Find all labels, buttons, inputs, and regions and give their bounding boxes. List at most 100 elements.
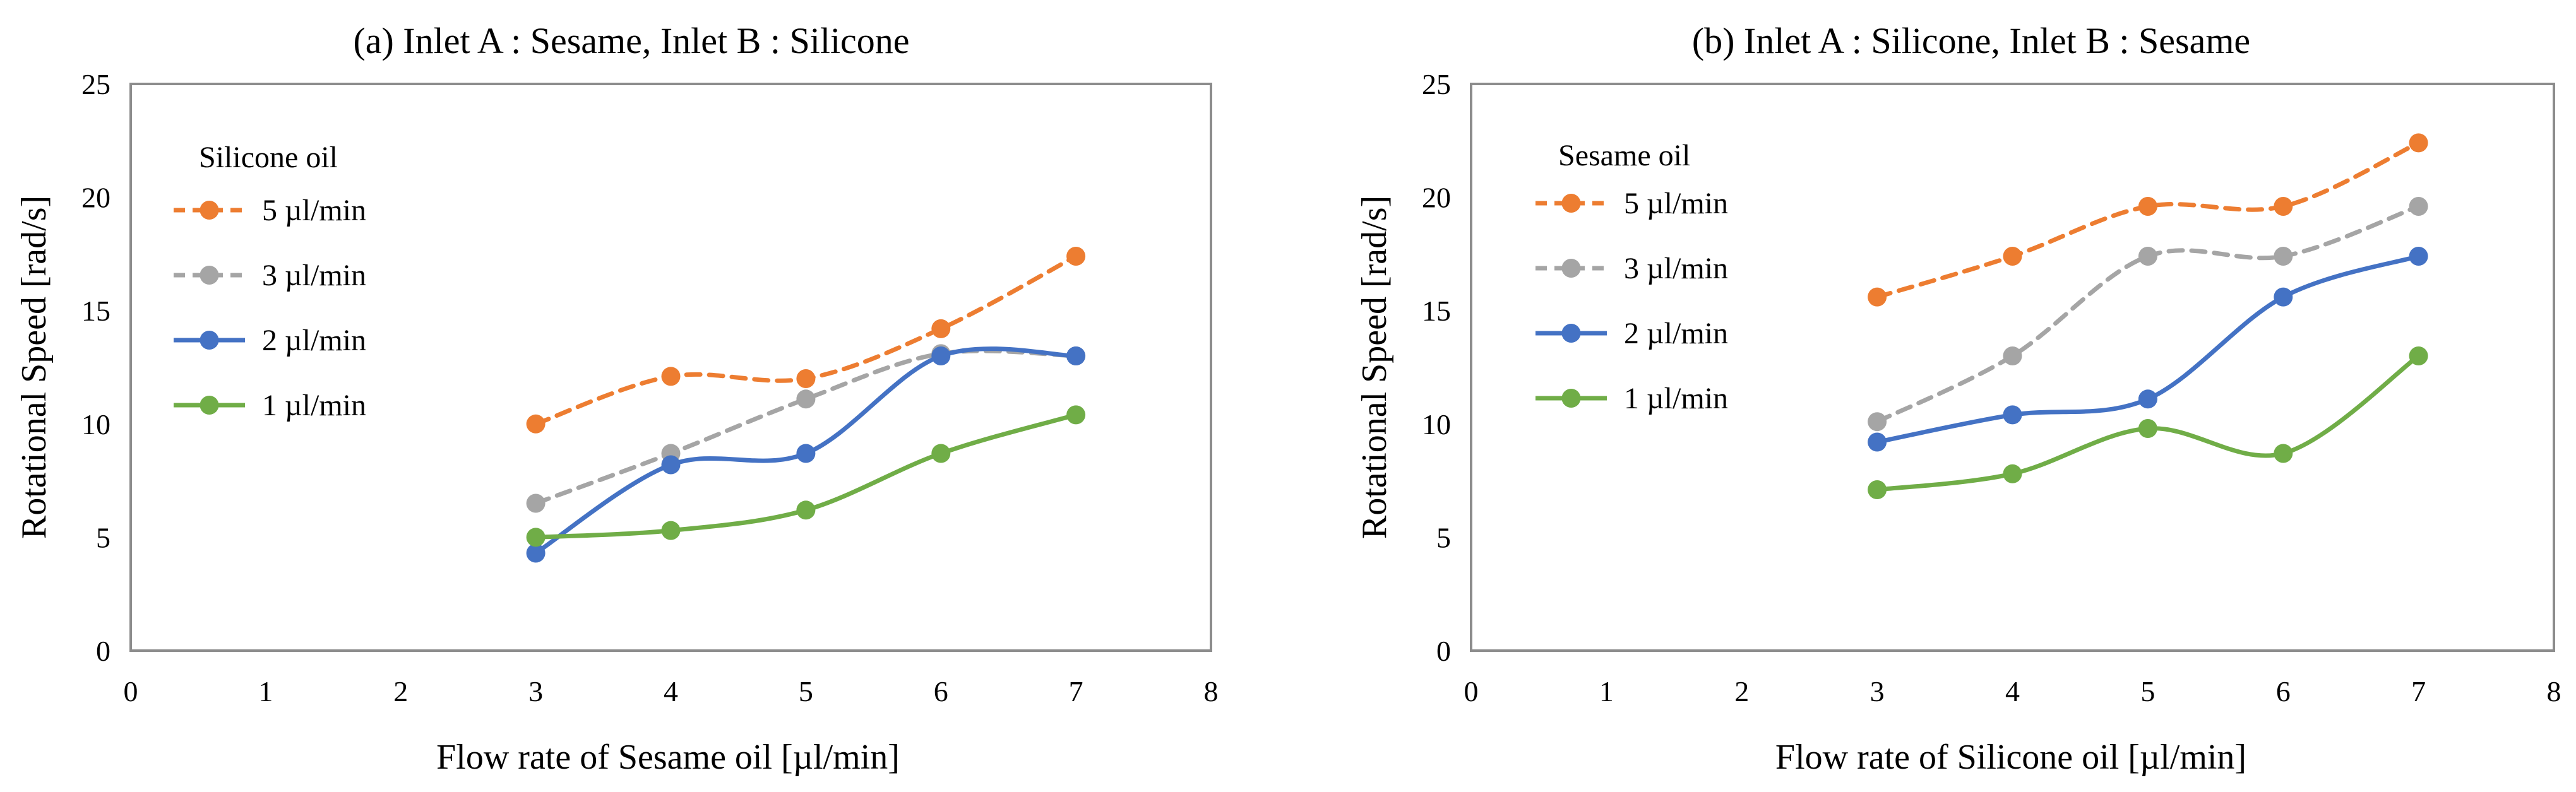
x-tick-label: 3 xyxy=(1870,675,1885,707)
data-point xyxy=(2138,389,2157,409)
y-tick-label: 15 xyxy=(81,295,110,327)
y-tick-label: 25 xyxy=(1422,68,1451,100)
data-point xyxy=(2274,287,2293,307)
data-point xyxy=(661,367,681,386)
x-axis-label: Flow rate of Sesame oil [µl/min] xyxy=(436,738,900,777)
legend-marker xyxy=(1561,324,1581,343)
x-tick-label: 6 xyxy=(2276,675,2291,707)
x-tick-label: 8 xyxy=(1204,675,1219,707)
data-point xyxy=(2409,133,2428,153)
data-point xyxy=(2274,197,2293,216)
data-point xyxy=(526,528,546,547)
legend-marker xyxy=(1561,389,1581,408)
y-tick-label: 20 xyxy=(81,182,110,214)
legend-marker xyxy=(200,396,219,415)
legend-label: 5 µl/min xyxy=(1624,187,1728,220)
y-tick-label: 5 xyxy=(96,521,110,553)
x-tick-label: 1 xyxy=(258,675,273,707)
chart-title: (b) Inlet A : Silicone, Inlet B : Sesame xyxy=(1692,20,2250,61)
legend-marker xyxy=(1561,259,1581,278)
data-point xyxy=(1868,432,1887,452)
plot-area-frame xyxy=(129,83,1212,652)
x-tick-label: 4 xyxy=(664,675,678,707)
legend-label: 1 µl/min xyxy=(1624,382,1728,415)
y-tick-label: 10 xyxy=(81,408,110,440)
x-tick-label: 6 xyxy=(934,675,948,707)
data-point xyxy=(2409,197,2428,216)
legend-title: Sesame oil xyxy=(1558,139,1690,172)
legend-label: 2 µl/min xyxy=(1624,317,1728,350)
chart-title: (a) Inlet A : Sesame, Inlet B : Silicone xyxy=(353,20,909,61)
data-point xyxy=(796,389,816,409)
legend-label: 5 µl/min xyxy=(262,194,366,227)
data-point xyxy=(2138,247,2157,266)
data-point xyxy=(2138,197,2157,216)
x-tick-label: 5 xyxy=(799,675,813,707)
data-point xyxy=(931,319,951,338)
x-tick-label: 3 xyxy=(528,675,543,707)
data-point xyxy=(526,414,546,434)
y-tick-label: 15 xyxy=(1422,295,1451,327)
x-tick-label: 5 xyxy=(2140,675,2155,707)
data-point xyxy=(2003,346,2022,365)
legend-title: Silicone oil xyxy=(199,141,338,174)
data-point xyxy=(2274,247,2293,266)
data-point xyxy=(1066,247,1086,266)
y-axis-label: Rotational Speed [rad/s] xyxy=(15,196,54,539)
data-point xyxy=(796,369,816,388)
x-axis-label: Flow rate of Silicone oil [µl/min] xyxy=(1775,738,2246,777)
data-point xyxy=(2138,419,2157,438)
data-point xyxy=(796,444,816,463)
y-tick-label: 5 xyxy=(1436,521,1451,553)
data-point xyxy=(1868,480,1887,499)
chart-panel-a: (a) Inlet A : Sesame, Inlet B : Silicone… xyxy=(15,20,1219,777)
x-tick-label: 7 xyxy=(1069,675,1083,707)
data-point xyxy=(2003,405,2022,425)
y-tick-label: 0 xyxy=(96,635,110,667)
y-axis-label: Rotational Speed [rad/s] xyxy=(1355,196,1394,539)
plot-area-frame xyxy=(1470,83,2555,652)
legend-label: 3 µl/min xyxy=(262,259,366,292)
y-tick-label: 0 xyxy=(1436,635,1451,667)
data-point xyxy=(661,521,681,540)
data-point xyxy=(931,346,951,365)
x-tick-label: 7 xyxy=(2411,675,2426,707)
data-point xyxy=(526,494,546,513)
x-tick-label: 0 xyxy=(1464,675,1479,707)
data-point xyxy=(526,543,546,563)
y-tick-label: 25 xyxy=(81,68,110,100)
legend-marker xyxy=(200,201,219,220)
x-tick-label: 1 xyxy=(1599,675,1614,707)
legend-label: 2 µl/min xyxy=(262,324,366,357)
legend-label: 1 µl/min xyxy=(262,389,366,422)
data-point xyxy=(1868,412,1887,432)
series-line xyxy=(534,348,1078,505)
series-line xyxy=(1875,140,2421,300)
data-point xyxy=(2409,346,2428,365)
data-point xyxy=(931,444,951,463)
y-tick-label: 10 xyxy=(1422,408,1451,440)
series-line xyxy=(1875,204,2421,424)
data-point xyxy=(2274,444,2293,463)
data-point xyxy=(1066,346,1086,365)
x-tick-label: 2 xyxy=(1734,675,1749,707)
legend-label: 3 µl/min xyxy=(1624,252,1728,285)
series-line xyxy=(1875,254,2421,444)
chart-panel-b: (b) Inlet A : Silicone, Inlet B : Sesame… xyxy=(1355,20,2561,777)
data-point xyxy=(2003,464,2022,483)
legend-marker xyxy=(200,331,219,350)
data-point xyxy=(1066,405,1086,425)
x-tick-label: 4 xyxy=(2005,675,2020,707)
legend-marker xyxy=(1561,194,1581,213)
y-tick-label: 20 xyxy=(1422,182,1451,214)
x-tick-label: 0 xyxy=(124,675,138,707)
data-point xyxy=(661,455,681,475)
data-point xyxy=(796,500,816,520)
data-point xyxy=(2003,247,2022,266)
data-point xyxy=(1868,287,1887,307)
x-tick-label: 8 xyxy=(2547,675,2561,707)
data-point xyxy=(2409,247,2428,266)
x-tick-label: 2 xyxy=(393,675,408,707)
legend-marker xyxy=(200,266,219,285)
